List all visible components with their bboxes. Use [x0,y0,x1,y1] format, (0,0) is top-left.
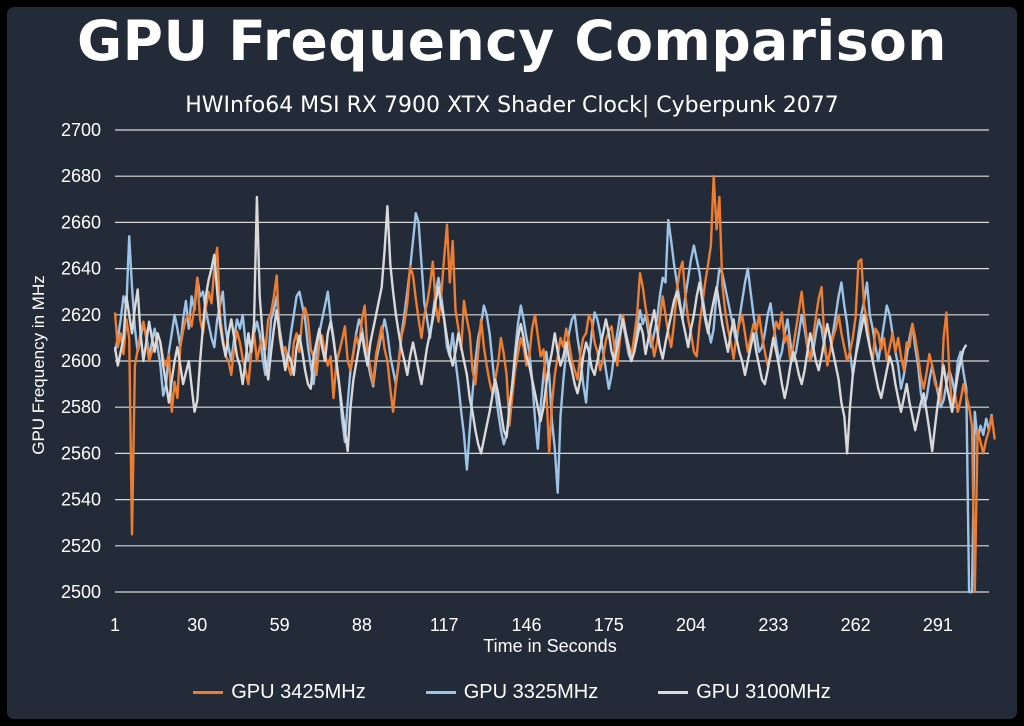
x-tick-label: 88 [352,615,372,635]
x-tick-label: 233 [758,615,788,635]
x-axis-label: Time in Seconds [483,636,616,656]
legend-swatch-orange [193,691,224,694]
y-tick-label: 2500 [61,582,101,602]
y-axis-label: GPU Frequency in MHz [29,275,48,455]
legend-label: GPU 3425MHz [231,681,366,703]
chart-subtitle: HWInfo64 MSI RX 7900 XTX Shader Clock| C… [185,93,839,118]
y-tick-label: 2680 [61,166,101,186]
y-tick-label: 2700 [61,120,101,140]
legend-item-gpu-3425: GPU 3425MHz [193,681,366,704]
x-tick-label: 59 [270,615,290,635]
legend-item-gpu-3100: GPU 3100MHz [658,681,831,704]
series-line-1 [113,211,993,594]
series-lines [113,174,996,594]
y-tick-label: 2560 [61,443,101,463]
line-chart: 2700 2680 2660 2640 2620 2600 2580 2560 2540 2520… [29,120,996,656]
x-tick-label: 1 [110,615,120,635]
x-tick-label: 117 [430,615,459,635]
x-tick-label: 262 [841,615,871,635]
series-line-2 [113,195,968,455]
chart-title: GPU Frequency Comparison [77,9,947,73]
x-tick-label: 146 [511,615,541,635]
y-tick-label: 2620 [61,305,101,325]
chart-legend: GPU 3425MHz GPU 3325MHz GPU 3100MHz [7,681,1017,704]
legend-swatch-blue [425,691,456,694]
legend-item-gpu-3325: GPU 3325MHz [425,681,599,704]
y-tick-label: 2520 [61,536,101,556]
series-line-0 [113,174,996,594]
y-tick-label: 2540 [61,490,101,510]
x-tick-label: 30 [187,615,207,635]
y-tick-label: 2660 [61,212,101,232]
x-tick-label: 204 [676,615,706,635]
y-tick-labels: 2700 2680 2660 2640 2620 2600 2580 2560 2540 2520… [61,120,101,602]
legend-swatch-gray [658,691,689,694]
y-tick-label: 2600 [61,351,101,371]
x-tick-label: 291 [923,615,953,635]
x-tick-label: 175 [594,615,624,635]
y-tick-label: 2580 [61,397,101,417]
legend-label: GPU 3100MHz [696,681,831,703]
legend-label: GPU 3325MHz [463,681,599,703]
x-tick-labels: 1 30 59 88 117 146 175 204 233 262 291 [110,615,953,635]
y-tick-label: 2640 [61,259,101,279]
